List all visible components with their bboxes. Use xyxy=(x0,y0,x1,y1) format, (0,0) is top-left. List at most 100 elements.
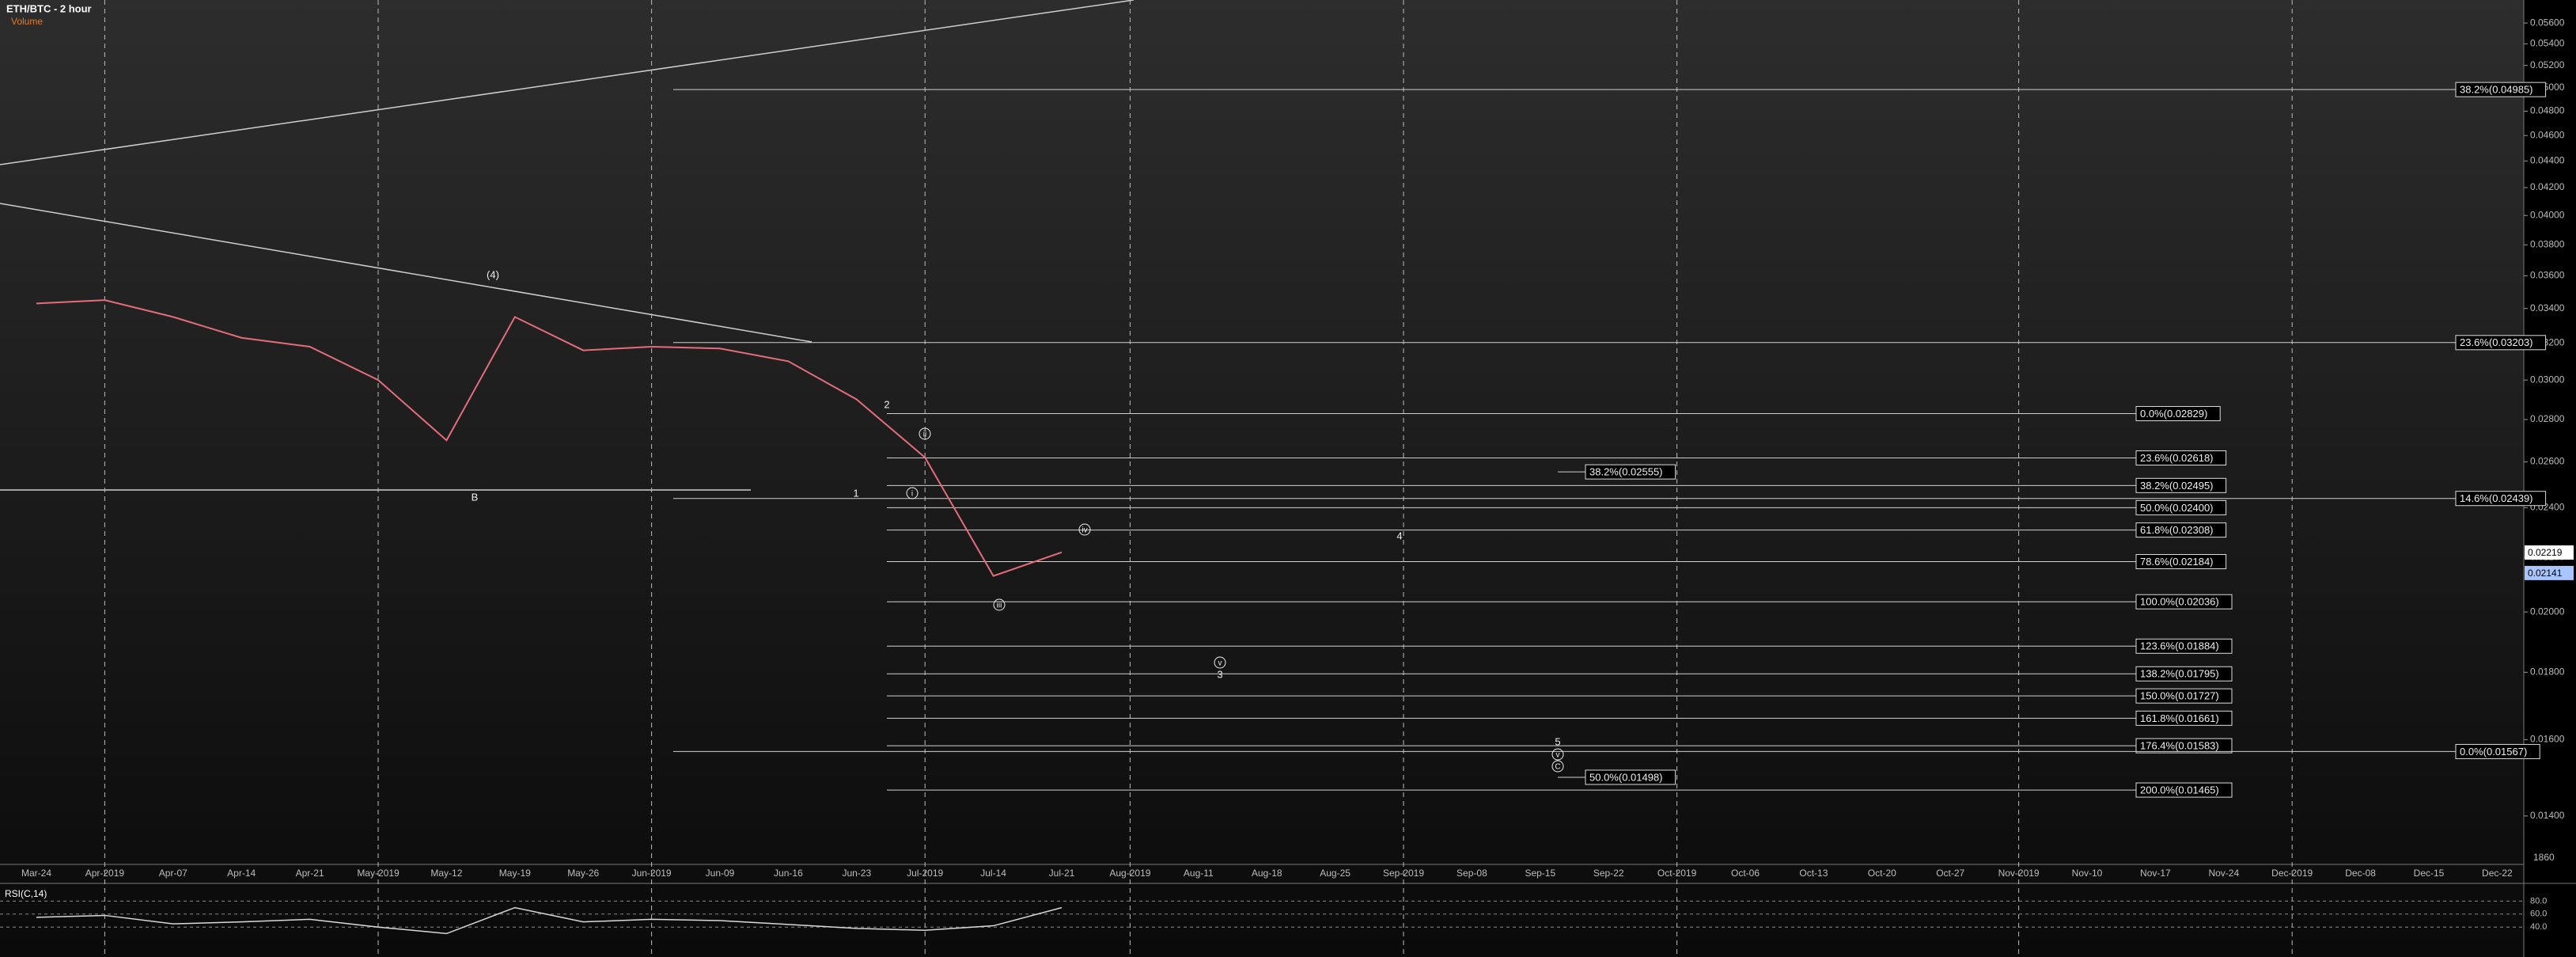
fib-label: 176.4%(0.01583) xyxy=(2140,740,2219,752)
fib-label-box xyxy=(2135,522,2227,538)
fib-label-box xyxy=(2135,710,2233,726)
x-tick-label: Apr-14 xyxy=(227,868,256,879)
wave-label: 1 xyxy=(853,487,858,499)
y-tick-label: 0.03800 xyxy=(2530,238,2565,249)
trend-line xyxy=(0,0,1135,165)
wave-label: ii xyxy=(923,431,926,439)
fib-label-box xyxy=(2135,738,2233,754)
fib-label: 23.6%(0.03203) xyxy=(2460,336,2533,348)
fib-label: 0.0%(0.01567) xyxy=(2460,746,2527,758)
y-tick-label: 0.04600 xyxy=(2530,129,2565,140)
x-tick-label: Oct-20 xyxy=(1868,868,1896,879)
wave-label: iii xyxy=(997,602,1002,610)
y-tick-label: 0.05200 xyxy=(2530,59,2565,70)
fib-label-box xyxy=(2135,666,2233,682)
fib-label-box xyxy=(2135,450,2227,466)
wave-label: 4 xyxy=(1396,530,1402,541)
y-tick-label: 0.01600 xyxy=(2530,734,2565,745)
y-tick-label: 0.05400 xyxy=(2530,38,2565,49)
price-marker-label: 0.02219 xyxy=(2528,547,2563,558)
y-tick-label: 0.02000 xyxy=(2530,606,2565,617)
fib-label: 23.6%(0.02618) xyxy=(2140,452,2214,464)
wave-label: 2 xyxy=(884,398,889,410)
wave-label: v xyxy=(1556,751,1560,760)
fib-label: 100.0%(0.02036) xyxy=(2140,596,2219,608)
y-tick-label: 0.03600 xyxy=(2530,270,2565,281)
x-tick-label: Jun-09 xyxy=(706,868,735,879)
volume-tick-label: 1860 xyxy=(2533,852,2555,863)
wave-label: B xyxy=(472,491,479,503)
wave-label: 3 xyxy=(1217,668,1222,680)
price-marker xyxy=(2525,545,2574,560)
fib-label-box xyxy=(2455,743,2540,759)
price-line xyxy=(36,299,1063,577)
axis-background xyxy=(2524,0,2576,957)
fib-label-box xyxy=(2455,335,2547,351)
fib-label: 123.6%(0.01884) xyxy=(2140,640,2219,652)
y-tick-label: 0.04400 xyxy=(2530,155,2565,166)
rsi-tick-label: 80.0 xyxy=(2530,896,2547,906)
x-tick-label: Nov-17 xyxy=(2140,868,2171,879)
x-tick-label: Dec-15 xyxy=(2414,868,2445,879)
x-tick-label: Oct-06 xyxy=(1731,868,1760,879)
x-tick-label: Jul-21 xyxy=(1049,868,1075,879)
y-tick-label: 0.04000 xyxy=(2530,209,2565,220)
x-tick-label: Apr-07 xyxy=(159,868,188,879)
fib-label: 50.0%(0.01498) xyxy=(1589,771,1663,783)
wave-circle xyxy=(1551,760,1564,773)
y-tick-label: 0.04800 xyxy=(2530,105,2565,116)
fib-label: 38.2%(0.02495) xyxy=(2140,480,2214,492)
wave-label: (4) xyxy=(487,268,499,280)
x-tick-label: Oct-13 xyxy=(1799,868,1828,879)
x-tick-label: Nov-24 xyxy=(2208,868,2239,879)
y-tick-label: 0.01400 xyxy=(2530,810,2565,821)
fib-label: 150.0%(0.01727) xyxy=(2140,690,2219,702)
fib-label: 50.0%(0.02400) xyxy=(2140,502,2214,514)
chart-title: ETH/BTC - 2 hour xyxy=(6,2,92,14)
fib-label: 161.8%(0.01661) xyxy=(2140,712,2219,724)
rsi-tick-label: 40.0 xyxy=(2530,922,2547,932)
fib-label: 38.2%(0.02555) xyxy=(1589,466,1663,478)
x-tick-label: Apr-21 xyxy=(296,868,324,879)
y-tick-label: 0.05600 xyxy=(2530,17,2565,28)
wave-circle xyxy=(993,598,1006,611)
fib-label-box xyxy=(2135,782,2233,798)
rsi-tick-label: 60.0 xyxy=(2530,910,2547,919)
fib-label: 14.6%(0.02439) xyxy=(2460,492,2533,504)
x-tick-label: Nov-10 xyxy=(2072,868,2103,879)
wave-label: v xyxy=(1218,659,1222,668)
fib-label: 38.2%(0.04985) xyxy=(2460,84,2533,96)
x-tick-label: Jun-16 xyxy=(774,868,803,879)
x-tick-label: May-19 xyxy=(499,868,531,879)
x-tick-label: Aug-18 xyxy=(1252,868,1282,879)
wave-circle xyxy=(1214,656,1226,669)
y-tick-label: 0.02600 xyxy=(2530,456,2565,467)
fib-label: 78.6%(0.02184) xyxy=(2140,556,2214,568)
fib-label-box xyxy=(1585,769,1676,785)
wave-circle xyxy=(1551,748,1564,761)
fib-label: 138.2%(0.01795) xyxy=(2140,668,2219,680)
x-tick-label: Dec-08 xyxy=(2345,868,2376,879)
x-tick-label: Sep-08 xyxy=(1457,868,1487,879)
y-tick-label: 0.03400 xyxy=(2530,302,2565,313)
wave-circle xyxy=(906,487,919,499)
fib-label-box xyxy=(2135,477,2227,493)
fib-label-box xyxy=(2135,688,2233,704)
x-tick-label: Aug-11 xyxy=(1184,868,1214,879)
plot-background xyxy=(0,0,2524,957)
x-tick-label: Sep-22 xyxy=(1593,868,1624,879)
y-tick-label: 0.04200 xyxy=(2530,181,2565,192)
wave-label: i xyxy=(911,490,913,499)
fib-label-box xyxy=(2135,499,2227,515)
fib-label: 0.0%(0.02829) xyxy=(2140,408,2207,420)
fib-label-box xyxy=(2135,554,2227,570)
wave-label: iv xyxy=(1082,526,1087,535)
fib-label-box xyxy=(2135,638,2233,654)
fib-label-box xyxy=(2135,406,2221,422)
x-tick-label: Mar-24 xyxy=(21,868,51,879)
price-marker-label: 0.02141 xyxy=(2528,568,2563,579)
wave-circle xyxy=(919,427,931,440)
price-marker xyxy=(2525,565,2574,580)
